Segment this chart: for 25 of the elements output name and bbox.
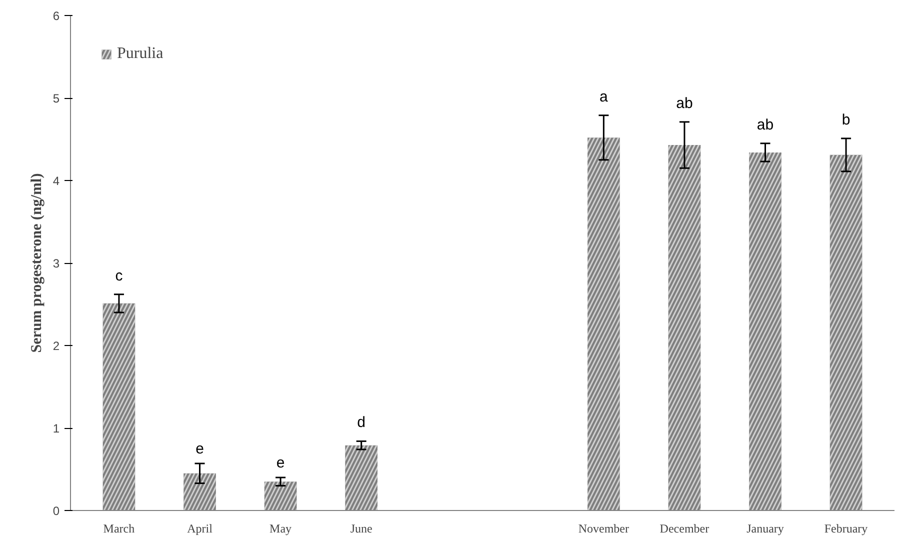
x-tick-label: January	[746, 522, 784, 536]
annotation: e	[276, 454, 285, 472]
y-tick-label: 6	[52, 9, 60, 23]
y-tick-label: 3	[52, 256, 60, 270]
annotation: b	[842, 111, 850, 128]
y-tick-label: 5	[52, 92, 60, 106]
y-tick-label: 4	[52, 174, 60, 188]
x-tick-label: February	[824, 522, 868, 536]
x-tick-label: December	[660, 522, 710, 536]
annotation: ab	[676, 94, 693, 112]
y-tick-label: 0	[52, 504, 60, 518]
annotation: c	[115, 267, 124, 284]
x-tick-label: April	[187, 522, 214, 536]
annotation: ab	[756, 116, 774, 134]
x-tick-label: November	[578, 522, 630, 536]
y-tick-label: 2	[52, 339, 60, 353]
y-axis-title: Serum progesterone (ng/ml)	[28, 173, 45, 353]
y-tick-label: 1	[52, 422, 60, 436]
annotation: e	[196, 440, 204, 458]
annotation: a	[600, 88, 609, 106]
x-tick-label: March	[103, 522, 135, 536]
x-tick-label: May	[270, 522, 292, 536]
x-tick-label: June	[350, 522, 372, 536]
annotation: d	[357, 414, 366, 432]
legend-label: Purulia	[117, 45, 164, 63]
